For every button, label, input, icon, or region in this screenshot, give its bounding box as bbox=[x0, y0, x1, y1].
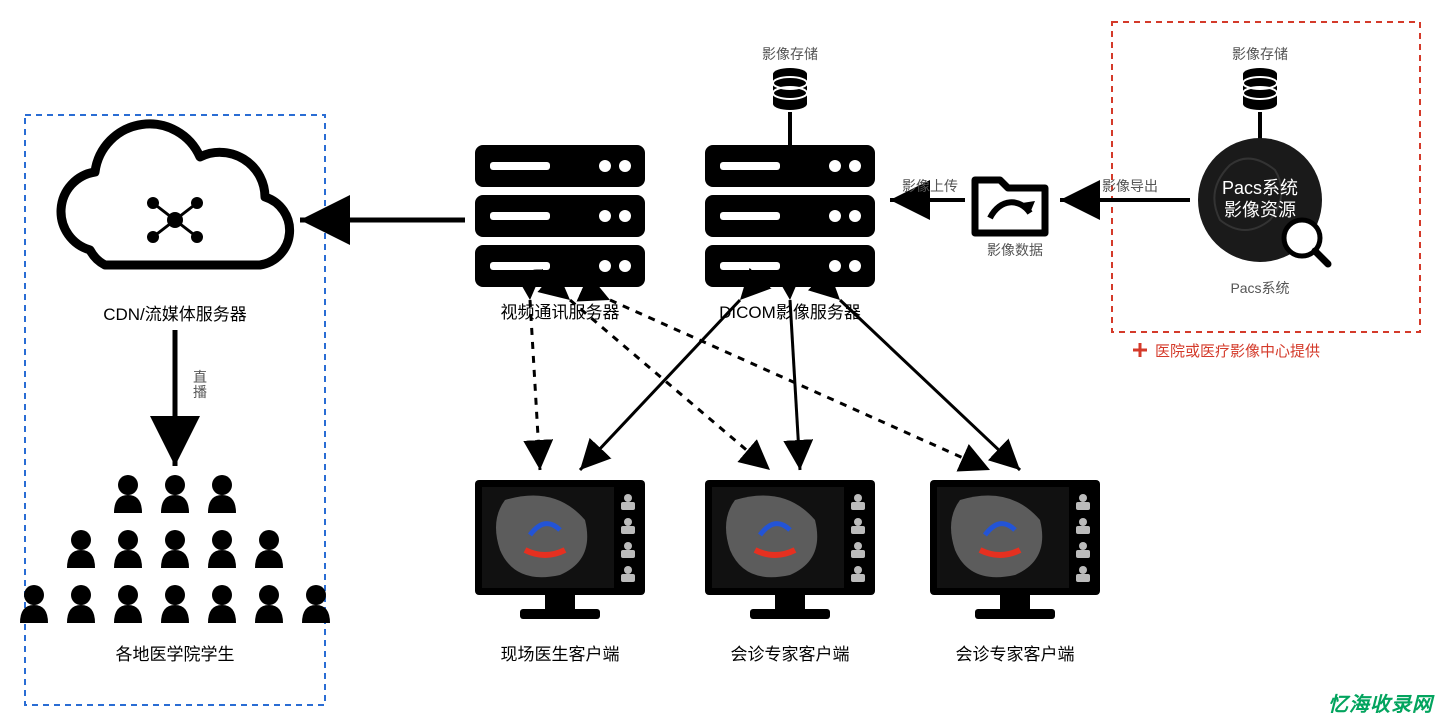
dicom-server-label: DICOM影像服务器 bbox=[690, 298, 890, 323]
storage1-label: 影像存储 bbox=[750, 44, 830, 64]
students-icon bbox=[20, 475, 330, 623]
cloud-icon bbox=[61, 124, 290, 265]
pacs-system-label: Pacs系统 bbox=[1220, 278, 1300, 298]
dicom-server-icon bbox=[705, 145, 875, 287]
monitor-icon-1 bbox=[475, 480, 645, 619]
svg-text:Pacs系统: Pacs系统 bbox=[1222, 178, 1298, 198]
students-label: 各地医学院学生 bbox=[70, 640, 280, 665]
svg-text:影像资源: 影像资源 bbox=[1224, 200, 1296, 220]
storage-icon-1 bbox=[773, 68, 807, 110]
client1-label: 现场医生客户端 bbox=[460, 640, 660, 665]
export-label: 影像导出 bbox=[1090, 176, 1170, 196]
upload-label: 影像上传 bbox=[895, 176, 965, 196]
storage2-label: 影像存储 bbox=[1220, 44, 1300, 64]
watermark: 忆海收录网 bbox=[1328, 688, 1433, 717]
client3-label: 会诊专家客户端 bbox=[915, 640, 1115, 665]
hospital-source-label: 医院或医疗影像中心提供 bbox=[1155, 340, 1415, 361]
plus-icon bbox=[1133, 343, 1147, 357]
pacs-circle-icon: Pacs系统 影像资源 bbox=[1198, 138, 1328, 264]
folder-icon bbox=[975, 180, 1045, 233]
live-label: 直播 bbox=[190, 370, 210, 401]
monitor-icon-3 bbox=[930, 480, 1100, 619]
diagram-canvas: Pacs系统 影像资源 bbox=[0, 0, 1445, 725]
video-server-icon bbox=[475, 145, 645, 287]
image-data-label: 影像数据 bbox=[975, 240, 1055, 260]
cdn-label: CDN/流媒体服务器 bbox=[70, 300, 280, 325]
client2-label: 会诊专家客户端 bbox=[690, 640, 890, 665]
storage-icon-2 bbox=[1243, 68, 1277, 110]
video-server-label: 视频通讯服务器 bbox=[460, 298, 660, 323]
monitor-icon-2 bbox=[705, 480, 875, 619]
